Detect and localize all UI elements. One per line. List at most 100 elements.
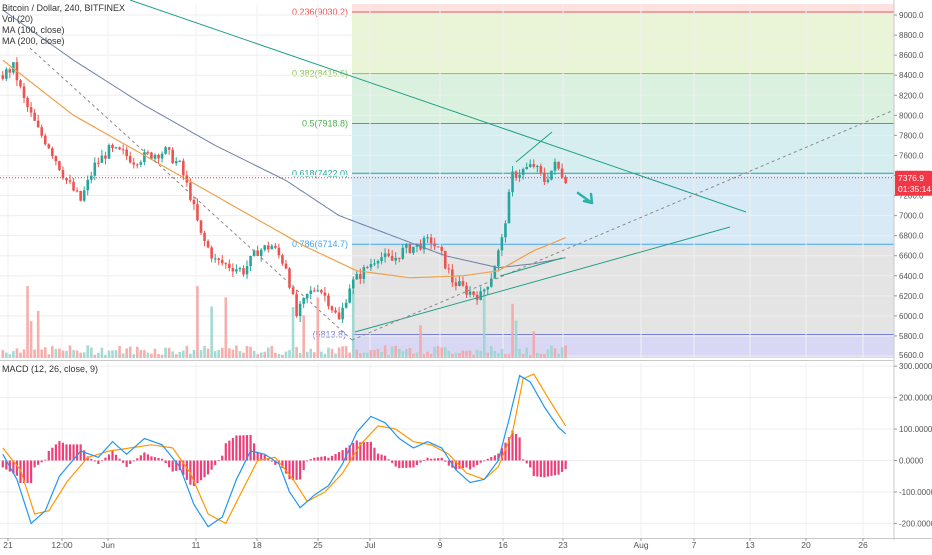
volume-bar — [238, 351, 242, 358]
macd-histogram-bar — [122, 460, 125, 463]
volume-bar — [72, 350, 75, 358]
macd-histogram-bar — [536, 460, 539, 477]
candle-body — [518, 174, 521, 178]
macd-histogram-bar — [242, 435, 245, 461]
candle-body — [153, 154, 157, 159]
candle-body — [199, 220, 203, 233]
time-tick-label: 16 — [498, 540, 508, 550]
macd-histogram-bar — [376, 453, 380, 461]
macd-histogram-bar — [412, 460, 415, 468]
candle-body — [553, 161, 557, 171]
candle-body — [274, 245, 277, 248]
candle-body — [29, 107, 33, 113]
candle-body — [369, 264, 373, 268]
candle-body — [305, 293, 309, 298]
volume-bar — [465, 351, 468, 358]
macd-histogram-bar — [267, 458, 270, 461]
volume-bar — [327, 347, 330, 358]
macd-histogram-bar — [231, 438, 234, 461]
macd-histogram-bar — [182, 460, 185, 476]
candle-body — [54, 156, 58, 162]
candle-body — [397, 257, 401, 259]
candle-body — [489, 278, 493, 287]
volume-bar — [26, 286, 29, 358]
candle-body — [146, 152, 150, 154]
macd-histogram-bar — [72, 444, 75, 461]
macd-histogram-bar — [104, 457, 107, 461]
volume-bar — [429, 353, 433, 358]
volume-bar — [104, 354, 107, 358]
volume-bar — [433, 346, 436, 358]
volume-bar — [213, 351, 217, 358]
macd-histogram-bar — [249, 434, 252, 461]
volume-bar — [309, 348, 313, 358]
candle-body — [118, 147, 121, 150]
volume-bar — [376, 348, 380, 358]
candle-body — [107, 145, 111, 159]
volume-bar — [51, 346, 54, 358]
time-tick-label: 23 — [558, 540, 568, 550]
volume-bar — [245, 345, 249, 358]
volume-bar — [5, 352, 8, 358]
volume-bar — [164, 347, 167, 358]
macd-histogram-bar — [65, 444, 68, 461]
macd-histogram-bar — [143, 452, 146, 461]
volume-bar — [277, 353, 281, 358]
macd-histogram-bar — [525, 460, 528, 464]
volume-bar — [263, 351, 267, 358]
candle-body — [366, 267, 369, 269]
price-tick-label: 7600.0 — [899, 151, 924, 160]
price-axis-background — [895, 0, 932, 538]
candle-body — [337, 312, 341, 320]
macd-histogram-bar — [465, 460, 468, 468]
volume-bar — [518, 348, 521, 358]
macd-histogram-bar — [380, 454, 383, 461]
macd-histogram-bar — [553, 460, 557, 476]
price-tick-label: 8600.0 — [899, 51, 924, 60]
ascending-trendline — [354, 226, 731, 333]
candle-body — [500, 237, 504, 251]
candle-body — [291, 287, 295, 295]
candle-body — [284, 263, 288, 269]
candle-body — [447, 268, 451, 270]
candle-body — [196, 204, 199, 221]
macd-histogram-bar — [93, 460, 96, 462]
candle-body — [114, 147, 118, 149]
volume-bar — [274, 352, 277, 358]
volume-bar — [553, 348, 557, 358]
volume-bar — [19, 352, 22, 358]
candle-body — [33, 112, 36, 121]
volume-bar — [525, 347, 528, 358]
volume-bar — [387, 354, 390, 358]
channel-line — [499, 257, 563, 277]
macd-histogram-bar — [199, 460, 203, 481]
candle-body — [104, 155, 107, 159]
time-tick-label: Aug — [633, 540, 648, 550]
macd-histogram-bar — [150, 456, 153, 461]
candle-body — [82, 190, 86, 201]
volume-bar — [1, 350, 5, 358]
macd-histogram-bar — [29, 460, 33, 483]
volume-bar — [330, 348, 334, 358]
candle-body — [72, 181, 75, 191]
candle-body — [359, 274, 362, 279]
candle-body — [507, 191, 511, 224]
macd-histogram-bar — [341, 450, 344, 461]
volume-bar — [401, 351, 405, 358]
volume-bar — [29, 321, 33, 358]
volume-bar — [514, 320, 518, 358]
dashed-trendline-up — [351, 109, 895, 341]
macd-tick-label: 100.0000 — [899, 425, 932, 434]
candle-body — [465, 285, 468, 295]
macd-histogram-bar — [221, 455, 224, 461]
macd-histogram-bar — [185, 460, 188, 480]
volume-bar — [182, 350, 185, 358]
volume-bar — [447, 350, 451, 358]
volume-bar — [118, 346, 121, 358]
volume-bar — [489, 345, 493, 358]
candle-body — [458, 281, 461, 286]
candle-body — [121, 149, 125, 151]
candle-body — [259, 249, 263, 257]
